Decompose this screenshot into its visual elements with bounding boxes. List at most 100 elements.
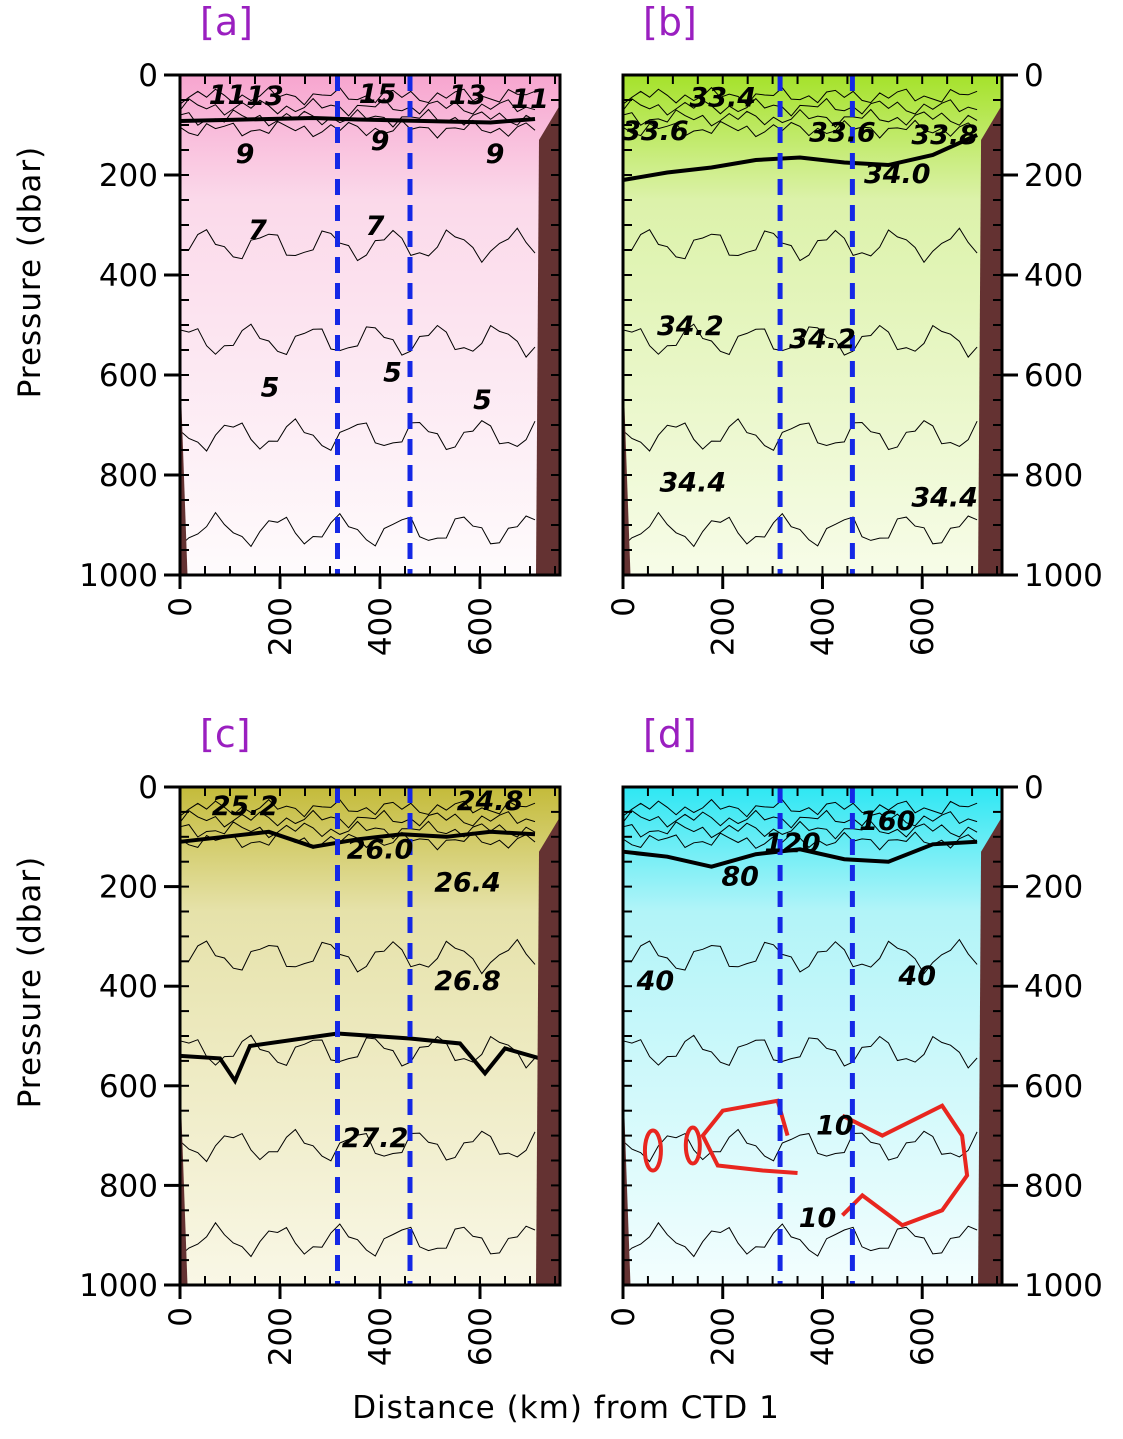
y-tick-label: 400 (1024, 258, 1083, 294)
topography-left (623, 365, 631, 575)
y-axis-title: Pressure (dbar) (12, 146, 48, 399)
contour-line (622, 798, 978, 818)
contour-label: 9 (371, 126, 390, 157)
chart-panel: 25.2 24.8 26.0 26.4 26.8 27.2 0 200 400 600 800 100… (79, 712, 562, 1366)
contour-line (622, 119, 978, 139)
contour-line (179, 809, 536, 829)
contour-label: 34.2 (789, 324, 856, 355)
contour-label: 13 (449, 80, 487, 111)
y-tick-label: 800 (1024, 1168, 1083, 1204)
contour-label: 34.4 (911, 483, 978, 514)
x-tick-label: 600 (463, 1307, 499, 1366)
contour-label: 33.8 (911, 120, 978, 151)
y-tick-label: 0 (138, 770, 158, 806)
red-contour (642, 1128, 663, 1173)
contour-line (179, 86, 536, 106)
red-contour (683, 1125, 702, 1166)
contour-line (622, 86, 978, 106)
contour-line (179, 108, 536, 128)
x-tick-label: 400 (805, 597, 841, 656)
contour-line (622, 831, 978, 851)
y-tick-label: 400 (99, 258, 158, 294)
contour-label: 33.6 (809, 118, 876, 149)
x-tick-label: 200 (263, 1307, 299, 1366)
x-tick-label: 600 (905, 597, 941, 656)
contour-line (179, 511, 536, 548)
y-tick-label: 400 (99, 969, 158, 1005)
x-tick-label: 400 (805, 1307, 841, 1366)
contour-line (622, 227, 978, 264)
chart-panel: 33.433.6 33.6 33.834.034.2 34.234.4 34.40200… (606, 0, 1103, 656)
y-tick-label: 600 (99, 358, 158, 394)
topography-left (623, 1075, 631, 1285)
x-tick-label: 600 (463, 597, 499, 656)
contour-line (179, 418, 536, 452)
contour-line (179, 227, 536, 264)
red-contour (841, 1103, 970, 1228)
x-tick-label: 600 (905, 1307, 941, 1366)
contour-line (622, 323, 978, 358)
x-tick-label: 200 (706, 1307, 742, 1366)
panel-label: [c] (200, 712, 251, 756)
x-tick-label: 0 (163, 1307, 199, 1327)
field-fill (623, 787, 1002, 1285)
y-tick-label: 800 (99, 1168, 158, 1204)
x-tick-label: 400 (363, 1307, 399, 1366)
y-tick-label: 0 (1024, 58, 1044, 94)
panel-label: [d] (643, 712, 697, 756)
contour-line (622, 820, 978, 840)
y-tick-label: 200 (99, 158, 158, 194)
y-tick-label: 200 (1024, 870, 1083, 906)
bold-contour (622, 133, 978, 182)
contour-label: 40 (636, 966, 675, 997)
bold-contour (179, 1031, 541, 1085)
topography-right (978, 105, 1002, 575)
bold-contour (179, 829, 536, 849)
contour-line (179, 938, 536, 975)
x-tick-label: 400 (363, 597, 399, 656)
topography-right (536, 816, 560, 1285)
contour-label: 34.2 (657, 311, 724, 342)
contour-label: 11 (511, 84, 549, 115)
contour-line (622, 511, 978, 548)
y-tick-label: 200 (99, 870, 158, 906)
field-fill (180, 75, 560, 575)
contour-label: 33.4 (689, 83, 756, 114)
contour-line (622, 938, 978, 975)
contour-line (622, 108, 978, 128)
contour-label: 13 (246, 81, 284, 112)
contour-label: 34.4 (660, 468, 727, 499)
y-tick-label: 600 (1024, 1069, 1083, 1105)
y-tick-label: 800 (99, 458, 158, 494)
contour-label: 10 (799, 1203, 837, 1234)
bold-contour (179, 115, 536, 125)
contour-line (622, 809, 978, 829)
bold-contour (622, 839, 978, 869)
contour-label: 11 (209, 80, 247, 111)
topography-right (978, 816, 1002, 1285)
contour-line (622, 97, 978, 117)
contour-line (622, 1221, 978, 1258)
contour-label: 7 (366, 211, 385, 242)
contour-line (179, 820, 536, 840)
y-tick-label: 400 (1024, 969, 1083, 1005)
y-tick-label: 800 (1024, 458, 1083, 494)
contour-label: 5 (473, 385, 492, 416)
y-tick-label: 600 (1024, 358, 1083, 394)
contour-label: 33.6 (622, 116, 689, 147)
y-axis-title: Pressure (dbar) (12, 856, 48, 1109)
x-tick-label: 200 (706, 597, 742, 656)
contour-label: 15 (359, 79, 397, 110)
panel-label: [a] (200, 0, 253, 44)
contour-label: 9 (236, 139, 255, 170)
x-tick-label: 200 (263, 597, 299, 656)
y-tick-label: 1000 (79, 558, 158, 594)
contour-label: 34.0 (864, 159, 931, 190)
panel-label: [b] (643, 0, 697, 44)
y-tick-label: 1000 (1024, 558, 1103, 594)
x-axis-title: Distance (km) from CTD 1 (352, 1390, 780, 1426)
topography-right (536, 105, 560, 575)
contour-label: 5 (261, 373, 280, 404)
contour-label: 24.8 (457, 786, 524, 817)
